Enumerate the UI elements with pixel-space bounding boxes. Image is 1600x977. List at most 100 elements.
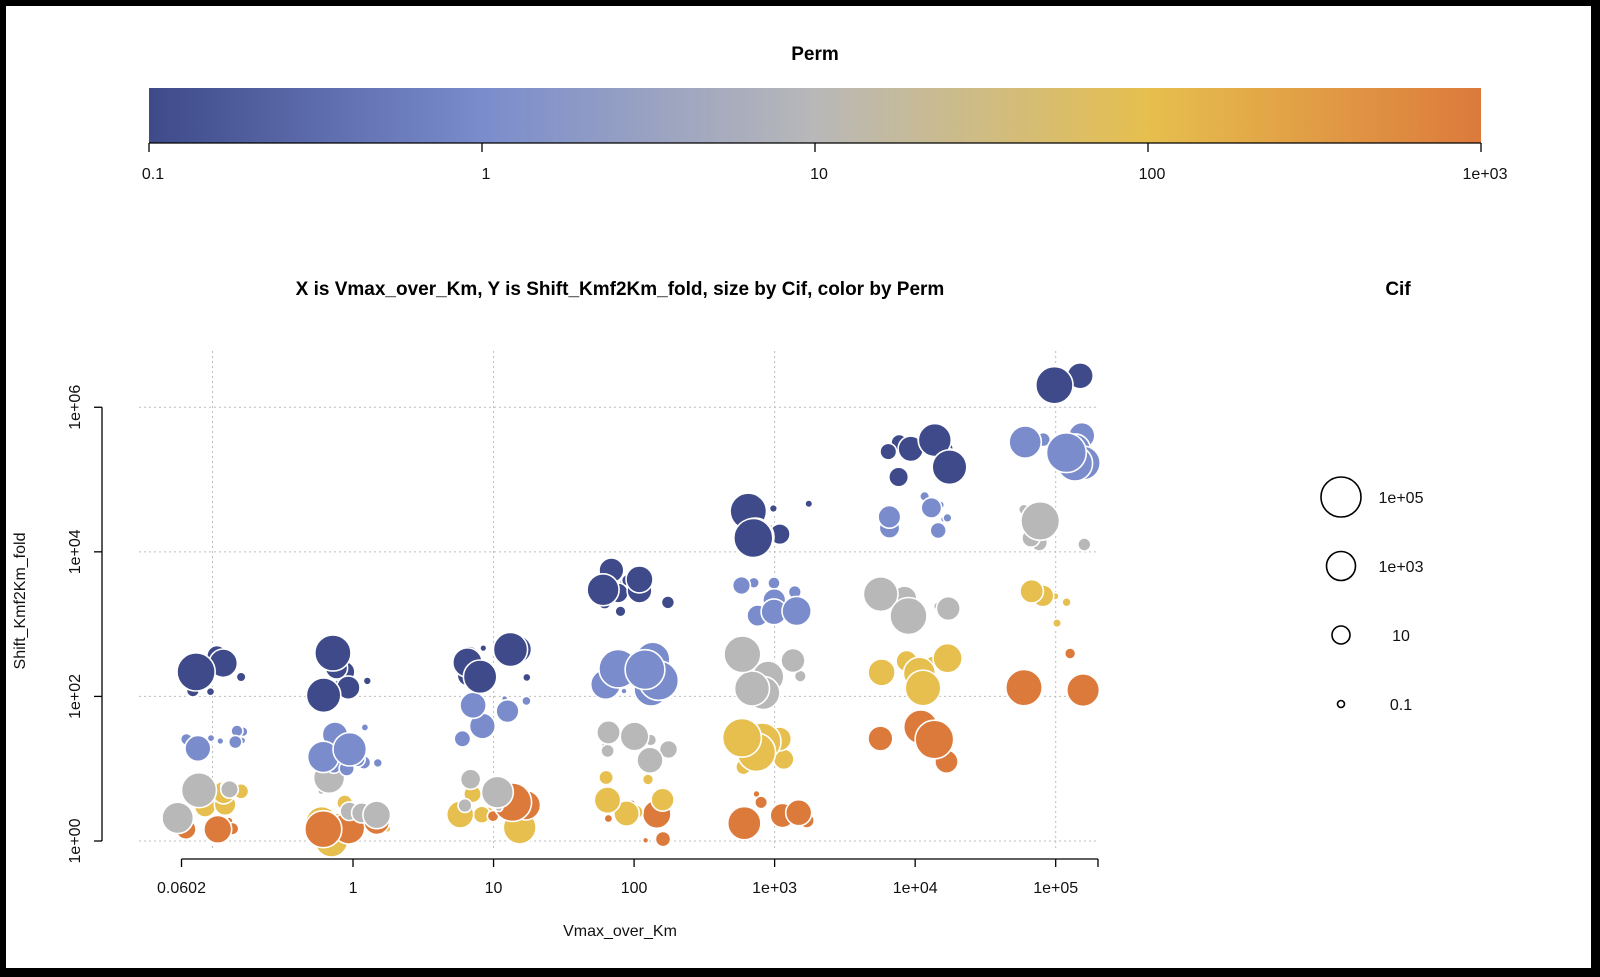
x-tick-label: 1e+03 [752,880,797,897]
bubble [624,648,666,691]
size-legend-circle [1336,699,1346,709]
bubble [593,786,622,815]
bubble [372,757,384,769]
bubble [360,722,370,732]
bubble-cluster [451,631,533,695]
bubble [732,517,774,559]
colorbar-tick-label: 0.1 [142,166,164,183]
plot-frame: Perm 0.1 1 10 100 1e+03 X is Vmax_over_Km, Y… [6,6,1591,968]
size-legend-label: 1e+05 [1379,490,1424,507]
x-axis: 0.0602 1 10 100 1e+03 1e+04 1e+05 [157,858,1099,897]
y-tick-label: 1e+00 [67,818,84,863]
bubble [654,830,672,848]
size-legend-circle [1320,476,1362,518]
bubble [184,734,212,763]
bubble [1065,672,1101,708]
size-legend-circle [1331,625,1351,645]
x-tick-label: 10 [485,880,503,897]
bubble [303,809,343,849]
y-axis: 1e+00 1e+02 1e+04 1e+06 [67,385,103,863]
bubble-cluster [867,709,959,775]
bubble [942,512,953,524]
bubble [726,805,762,841]
bubble-chart: Perm 0.1 1 10 100 1e+03 X is Vmax_over_Km, Y… [12,44,1508,940]
colorbar-tick-label: 1 [482,166,491,183]
bubble [603,813,614,824]
perm-legend-title: Perm [791,44,839,65]
cif-size-legend: 1e+05 1e+03 10 0.1 [1320,476,1424,714]
bubble [768,503,779,514]
bubble [180,771,218,809]
bubble [600,743,615,759]
bubble-cluster [731,575,813,628]
bubble [521,695,532,707]
bubble [457,797,473,814]
bubble [753,795,769,810]
bubble [620,687,628,695]
bubble [784,798,813,827]
x-tick-label: 100 [621,880,648,897]
bubble [219,779,240,800]
bubble [867,725,894,752]
bubble [203,814,233,844]
bubble-cluster [723,635,807,711]
bubble [613,799,641,827]
bubble [480,775,515,809]
bubble [929,521,948,540]
bubble-cluster [1035,361,1094,405]
bubble [1020,500,1061,542]
bubble [619,721,650,752]
x-tick-label: 1e+04 [893,880,938,897]
bubble [495,698,520,724]
bubble [1004,668,1043,707]
bubble [879,442,898,461]
x-tick-label: 1e+05 [1033,880,1078,897]
bubble-cluster [721,717,795,776]
bubble [862,575,899,613]
bubble [920,496,943,519]
size-legend-circle [1325,550,1357,582]
bubble [459,691,488,720]
bubble [636,746,664,775]
bubble [780,647,806,674]
bubble [235,671,247,683]
bubble [598,769,615,786]
bubble-cluster [176,644,247,698]
bubble [176,652,217,692]
colorbar-tick-label: 1e+03 [1463,166,1508,183]
bubble-cluster [306,721,384,777]
bubble [1077,537,1092,552]
bubble [1035,365,1074,405]
size-legend-label: 0.1 [1390,697,1412,714]
bubble [332,731,368,767]
bubble-cluster [453,691,532,748]
bubble [804,499,814,509]
bubble [313,634,352,672]
bubble-cluster [589,641,680,707]
bubble [1008,425,1043,460]
chart-title: X is Vmax_over_Km, Y is Shift_Kmf2Km_fol… [296,279,945,300]
bubble [781,595,813,627]
perm-colorbar [149,88,1481,143]
bubble [206,733,216,743]
bubble [767,576,781,590]
bubble-cluster [586,557,676,618]
y-tick-label: 1e+06 [67,385,84,430]
bubble [935,595,961,622]
bubble [889,596,928,636]
bubble [721,717,763,758]
bubble [462,659,498,695]
bubble-cluster [729,492,814,559]
bubble [305,677,342,714]
bubble [932,642,964,674]
y-axis-label: Shift_Kmf2Km_fold [12,533,29,670]
bubble [1051,617,1063,629]
bubble [650,787,675,813]
bubble-cluster [305,634,373,714]
y-tick-label: 1e+02 [67,674,84,719]
bubble-cluster [867,642,964,707]
bubble [904,669,942,707]
bubble [586,572,620,607]
bubble [521,672,532,683]
bubble [641,773,655,786]
